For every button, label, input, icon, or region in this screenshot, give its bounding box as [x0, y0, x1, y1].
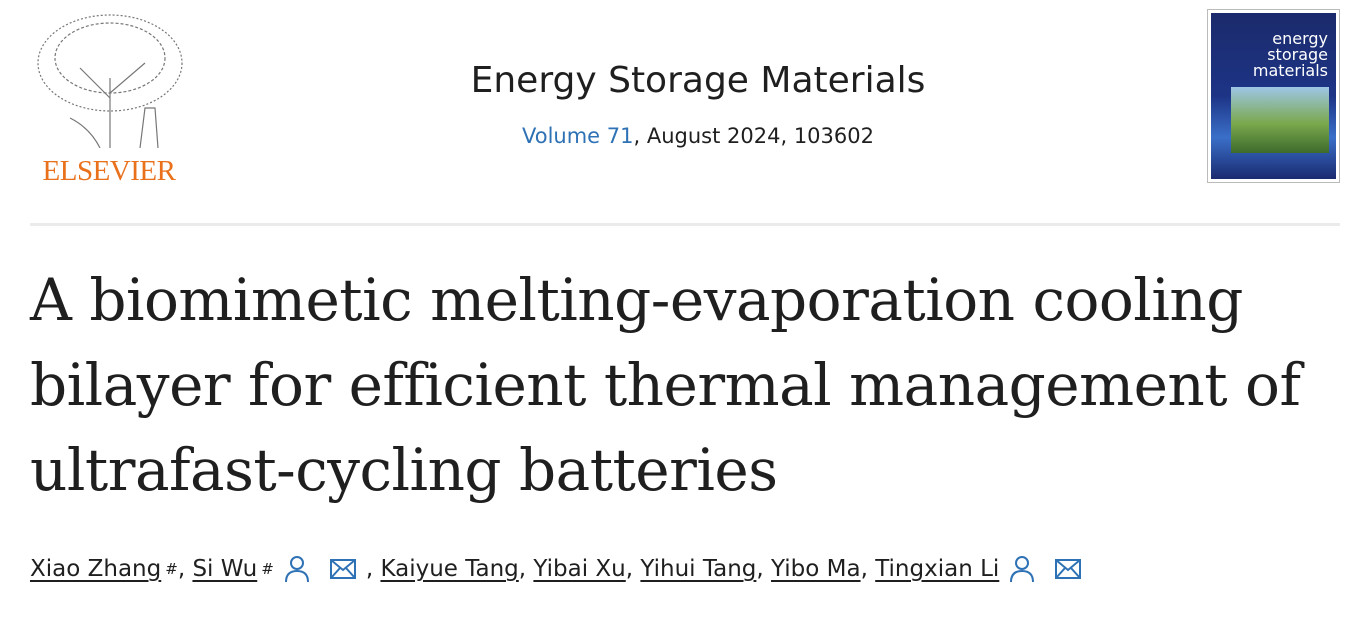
- divider: [30, 223, 1340, 226]
- author-link[interactable]: Yihui Tang: [640, 556, 757, 582]
- issue-date-number: , August 2024, 103602: [633, 124, 874, 148]
- person-icon[interactable]: [284, 555, 310, 583]
- cover-title: energy storage materials: [1252, 29, 1328, 80]
- author-link[interactable]: Yibo Ma: [771, 556, 861, 582]
- author-link[interactable]: Xiao Zhang: [30, 556, 162, 582]
- equal-contribution-mark: #: [165, 560, 178, 578]
- author-link[interactable]: Kaiyue Tang: [380, 556, 519, 582]
- issue-info: Volume 71, August 2024, 103602: [400, 124, 996, 148]
- cover-illustration: [1231, 87, 1329, 153]
- author-link[interactable]: Si Wu: [192, 556, 258, 582]
- journal-cover[interactable]: energy storage materials: [1207, 9, 1340, 183]
- elsevier-logo[interactable]: ELSEVIER: [30, 8, 188, 188]
- volume-link[interactable]: Volume 71: [522, 124, 634, 148]
- equal-contribution-mark: #: [261, 560, 274, 578]
- journal-title[interactable]: Energy Storage Materials: [470, 60, 926, 101]
- author-link[interactable]: Yibai Xu: [533, 556, 626, 582]
- email-icon[interactable]: [1055, 559, 1082, 579]
- author-list: Xiao Zhang #, Si Wu # , Kaiyue Tang, Yibai…: [30, 555, 1091, 583]
- author-link[interactable]: Tingxian Li: [875, 556, 1000, 582]
- article-title: A biomimetic melting-evaporation cooling…: [30, 266, 1301, 504]
- email-icon[interactable]: [329, 559, 356, 579]
- tree-icon: [37, 14, 183, 149]
- person-icon[interactable]: [1009, 555, 1035, 583]
- elsevier-wordmark: ELSEVIER: [42, 155, 176, 187]
